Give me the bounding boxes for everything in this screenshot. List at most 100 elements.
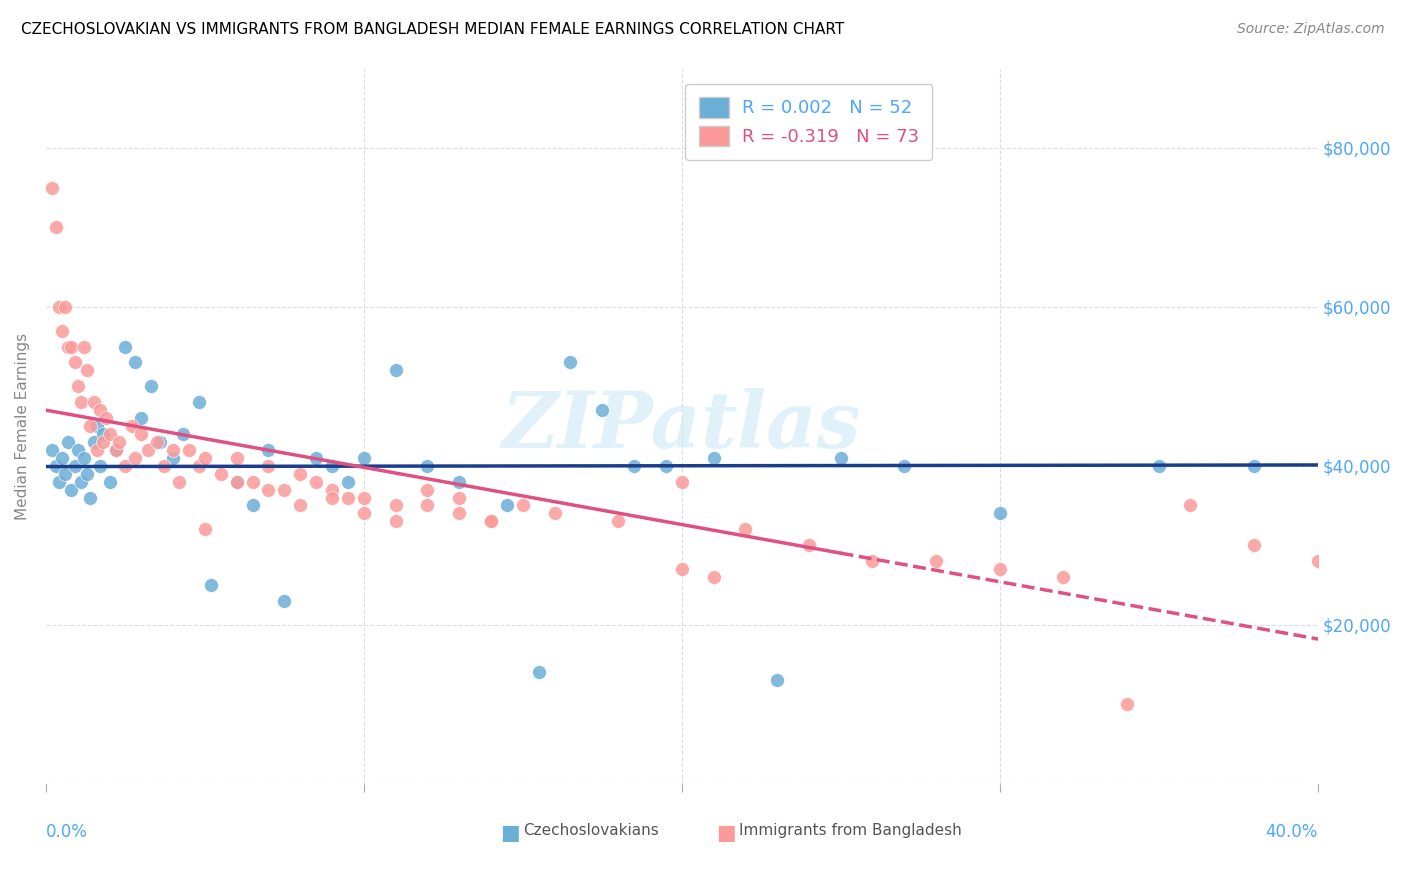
Point [48,300,70,314]
Point [86,442,108,457]
Point [152,458,174,473]
Point [44,458,66,473]
Text: CZECHOSLOVAKIAN VS IMMIGRANTS FROM BANGLADESH MEDIAN FEMALE EARNINGS CORRELATION: CZECHOSLOVAKIAN VS IMMIGRANTS FROM BANGL… [21,22,845,37]
Point [60,340,83,354]
Point [79,419,101,434]
Point [76,363,98,377]
Point [162,450,184,465]
Point [527,665,550,680]
Point [449,475,471,489]
Point [98,475,121,489]
Point [607,514,630,528]
Point [114,340,136,354]
Point [336,475,359,489]
Point [321,483,343,497]
Text: ■: ■ [501,823,520,843]
Point [1243,458,1265,473]
Point [416,499,439,513]
Point [177,442,200,457]
Point [114,458,136,473]
Point [104,442,127,457]
Point [139,379,162,393]
Point [384,514,406,528]
Point [591,403,613,417]
Point [53,300,76,314]
Point [702,570,724,584]
Point [623,458,645,473]
Point [1147,458,1170,473]
Point [136,442,159,457]
Point [336,491,359,505]
Point [988,507,1011,521]
Point [48,475,70,489]
Point [273,594,295,608]
Point [225,450,247,465]
Point [1180,499,1202,513]
Point [124,450,146,465]
Point [169,475,191,489]
Point [96,411,118,425]
Point [512,499,534,513]
Point [766,673,789,688]
Point [86,419,108,434]
Point [60,483,83,497]
Point [89,458,111,473]
Point [63,355,86,369]
Point [51,450,73,465]
Point [1243,538,1265,552]
Point [353,507,375,521]
Point [273,483,295,497]
Point [290,499,312,513]
Point [66,379,89,393]
Legend: R = 0.002   N = 52, R = -0.319   N = 73: R = 0.002 N = 52, R = -0.319 N = 73 [685,84,932,160]
Point [702,450,724,465]
Point [187,395,209,409]
Point [830,450,852,465]
Point [66,442,89,457]
Point [44,220,66,235]
Point [91,427,114,442]
Point [257,458,280,473]
Point [290,467,312,481]
Point [305,450,328,465]
Point [91,434,114,449]
Point [58,434,80,449]
Y-axis label: Median Female Earnings: Median Female Earnings [15,333,30,520]
Point [79,491,101,505]
Point [479,514,502,528]
Point [41,442,63,457]
Point [734,522,756,536]
Text: Czechoslovakians: Czechoslovakians [523,823,658,838]
Point [104,442,127,457]
Point [131,427,153,442]
Point [242,475,264,489]
Point [70,475,93,489]
Point [496,499,519,513]
Point [1052,570,1074,584]
Text: Source: ZipAtlas.com: Source: ZipAtlas.com [1237,22,1385,37]
Point [321,458,343,473]
Point [146,434,169,449]
Point [988,562,1011,576]
Point [70,395,93,409]
Point [655,458,678,473]
Point [560,355,582,369]
Point [83,395,105,409]
Point [479,514,502,528]
Point [51,324,73,338]
Point [194,450,217,465]
Point [671,562,693,576]
Point [416,458,439,473]
Point [73,340,96,354]
Text: ■: ■ [717,823,737,843]
Point [257,442,280,457]
Point [187,458,209,473]
Point [257,483,280,497]
Point [449,507,471,521]
Point [1115,697,1137,711]
Point [305,475,328,489]
Point [353,491,375,505]
Point [41,180,63,194]
Point [242,499,264,513]
Point [73,450,96,465]
